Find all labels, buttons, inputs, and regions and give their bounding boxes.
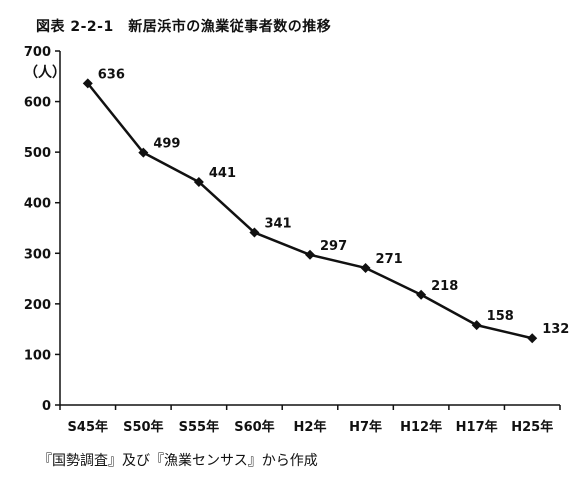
data-label: 636: [98, 67, 125, 82]
x-tick-label: S45年: [68, 419, 108, 435]
x-tick-label: H17年: [456, 419, 498, 435]
y-tick-label: 100: [24, 348, 51, 363]
y-tick-label: 700: [24, 45, 51, 60]
source-note: 『国勢調査』及び『漁業センサス』から作成: [38, 453, 318, 469]
y-tick-label: 0: [42, 399, 51, 414]
data-point-marker: [471, 320, 482, 331]
data-point-marker: [249, 227, 260, 238]
chart-title: 図表 2-2-1 新居浜市の漁業従事者数の推移: [36, 19, 332, 35]
x-tick-label: S50年: [123, 419, 163, 435]
x-tick-label: H25年: [511, 419, 553, 435]
x-tick-label: H7年: [349, 419, 382, 435]
series-line: [86, 82, 533, 340]
data-label: 132: [542, 322, 569, 337]
x-tick-label: H12年: [400, 419, 442, 435]
data-label: 297: [320, 239, 347, 254]
data-point-marker: [138, 147, 149, 158]
data-label: 341: [264, 217, 291, 232]
y-tick-label: 200: [24, 298, 51, 313]
data-label: 158: [487, 309, 514, 324]
y-tick-label: 500: [24, 146, 51, 161]
y-tick-label: 400: [24, 197, 51, 212]
data-point-marker: [416, 289, 427, 300]
data-label: 271: [376, 252, 403, 267]
x-tick-label: S55年: [179, 419, 219, 435]
y-axis-unit-label: （人）: [24, 65, 66, 81]
data-point-marker: [82, 78, 93, 89]
data-point-marker: [305, 249, 315, 260]
data-point-marker: [360, 262, 371, 273]
y-tick-label: 600: [24, 96, 51, 111]
x-tick-label: H2年: [294, 419, 327, 435]
data-label: 499: [153, 137, 180, 152]
data-label: 218: [431, 279, 458, 294]
data-point-marker: [193, 176, 204, 187]
data-point-marker: [527, 333, 538, 344]
x-tick-label: S60年: [234, 419, 274, 435]
y-tick-label: 300: [24, 247, 51, 262]
data-label: 441: [209, 166, 236, 181]
